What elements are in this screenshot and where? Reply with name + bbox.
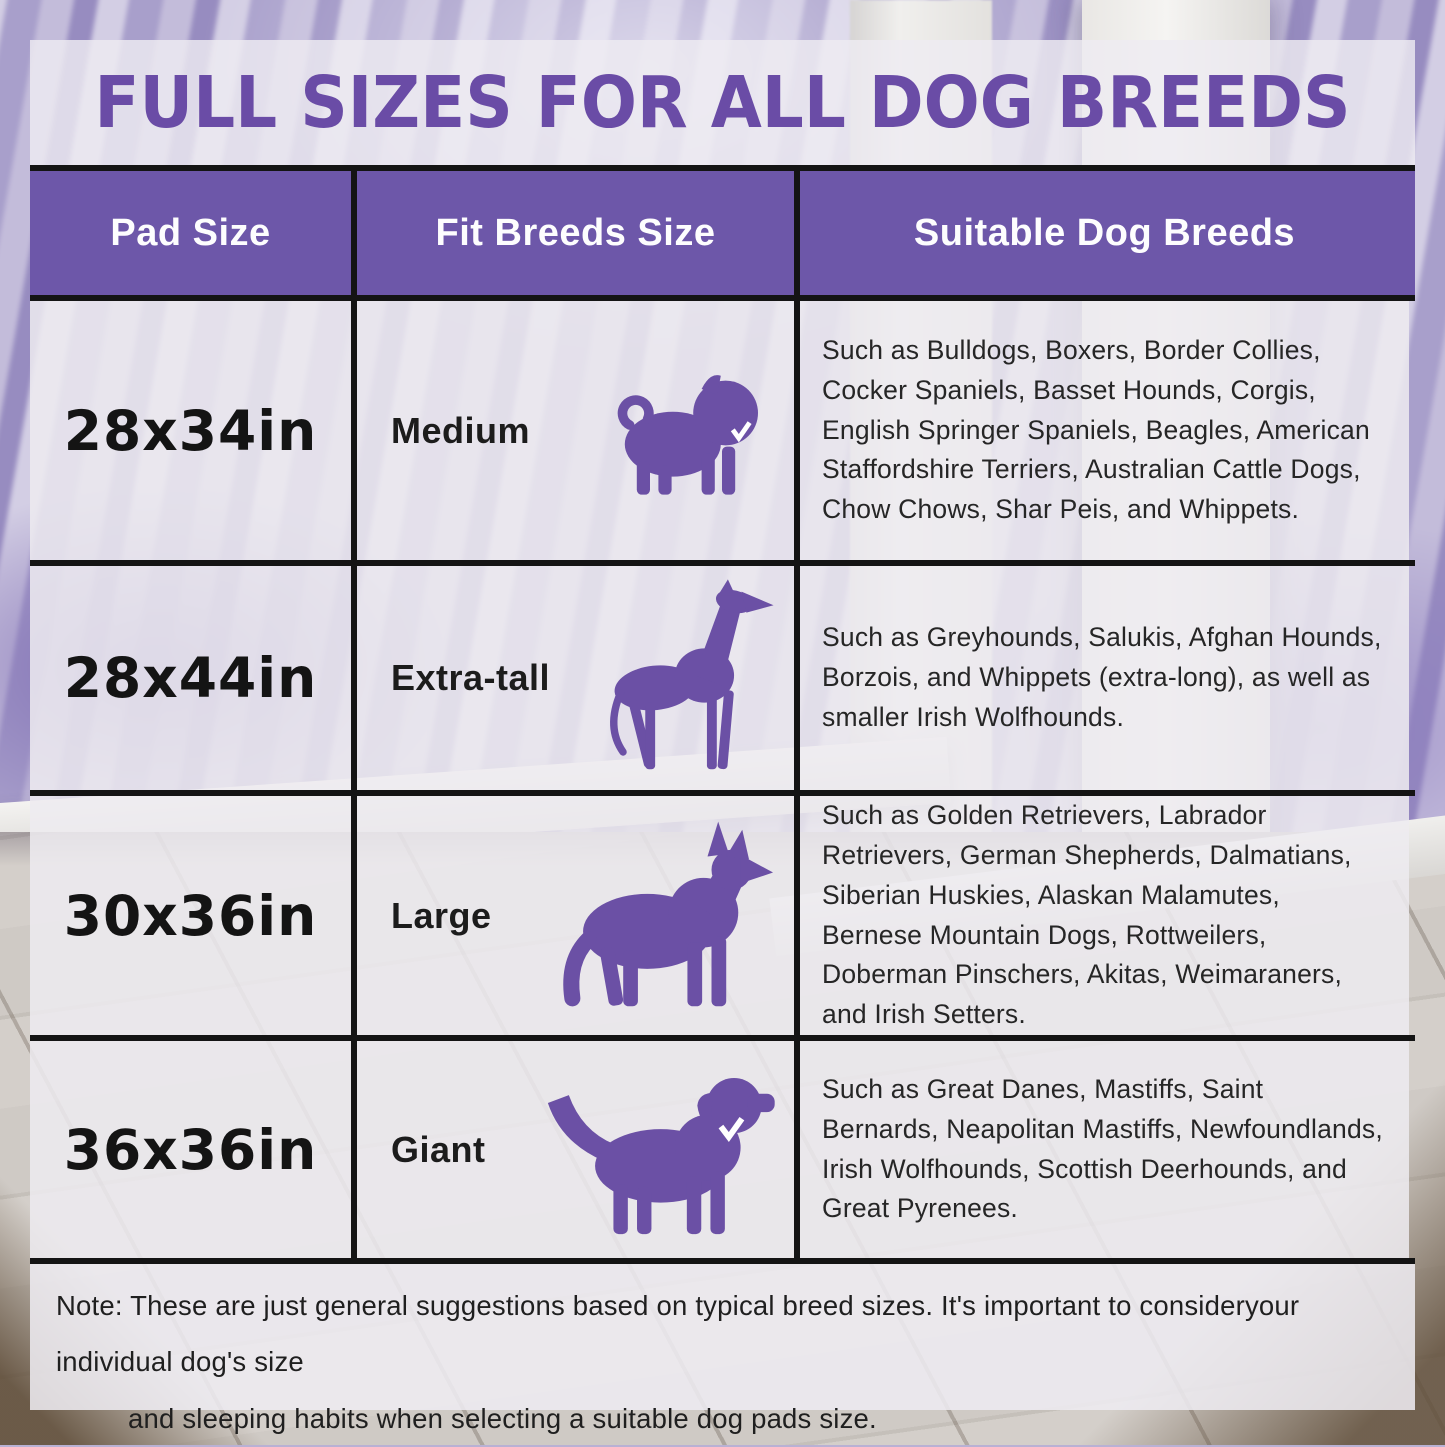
suitable-breeds-cell: Such as Golden Retrievers, Labrador Retr… [800,796,1409,1035]
suitable-breeds-cell: Such as Bulldogs, Boxers, Border Collies… [800,301,1409,560]
pad-size-cell: 30x36in [30,796,357,1035]
infographic-poster: FULL SIZES FOR ALL DOG BREEDS Pad Size F… [30,40,1415,1434]
retriever-dog-icon [547,1078,775,1235]
note-text-line1: Note: These are just general suggestions… [56,1290,1300,1378]
suitable-breeds-cell: Such as Greyhounds, Salukis, Afghan Houn… [800,566,1409,790]
pad-size-value: 28x34in [63,398,318,463]
size-table: Pad Size Fit Breeds Size Suitable Dog Br… [30,165,1415,1264]
fit-size-label: Medium [391,409,531,451]
pad-size-cell: 28x44in [30,566,357,790]
greyhound-dog-icon [610,579,774,770]
column-header-label: Suitable Dog Breeds [913,211,1296,254]
suitable-breeds-text: Such as Great Danes, Mastiffs, Saint Ber… [822,1074,1383,1224]
fit-size-label: Extra-tall [391,657,551,698]
column-header-suitable-dog-breeds: Suitable Dog Breeds [800,171,1409,295]
suitable-breeds-text: Such as Golden Retrievers, Labrador Retr… [822,800,1352,1029]
table-row: 28x34in Medium [30,295,1415,560]
fit-size-label: Giant [391,1128,486,1170]
fit-size-cell: Giant [357,1041,800,1258]
page-title: FULL SIZES FOR ALL DOG BREEDS [94,60,1351,145]
fit-size-cell: Large [357,796,800,1035]
suitable-breeds-text: Such as Bulldogs, Boxers, Border Collies… [822,335,1370,525]
pug-dog-icon [617,374,758,495]
shepherd-dog-icon [563,821,774,1006]
fit-size-cell: Medium [357,301,800,560]
table-header-row: Pad Size Fit Breeds Size Suitable Dog Br… [30,171,1415,295]
table-row: 28x44in Extra-tall [30,560,1415,790]
note-text-line2: and sleeping habits when selecting a sui… [128,1402,877,1434]
column-header-label: Pad Size [110,211,271,254]
suitable-breeds-cell: Such as Great Danes, Mastiffs, Saint Ber… [800,1041,1409,1258]
table-row: 36x36in Giant [30,1035,1415,1258]
fit-size-label: Large [391,894,492,936]
pad-size-value: 28x44in [63,646,318,710]
footer-note: Note: These are just general suggestions… [30,1264,1415,1434]
pad-size-cell: 36x36in [30,1041,357,1258]
column-header-fit-breeds-size: Fit Breeds Size [357,171,800,295]
title-band: FULL SIZES FOR ALL DOG BREEDS [30,40,1415,165]
suitable-breeds-text: Such as Greyhounds, Salukis, Afghan Houn… [822,622,1382,732]
table-row: 30x36in [30,790,1415,1035]
fit-size-cell: Extra-tall [357,566,800,790]
pad-size-cell: 28x34in [30,301,357,560]
pad-size-value: 36x36in [63,1117,318,1182]
column-header-pad-size: Pad Size [30,171,357,295]
pad-size-value: 30x36in [63,883,318,948]
column-header-label: Fit Breeds Size [435,211,716,254]
